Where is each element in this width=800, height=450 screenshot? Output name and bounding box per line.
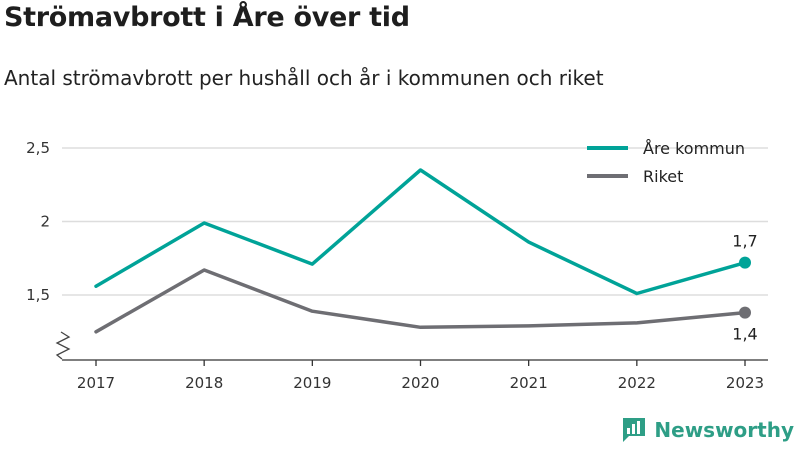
brand-name: Newsworthy	[654, 418, 794, 442]
legend-label: Åre kommun	[643, 139, 745, 158]
x-tick-label: 2018	[185, 374, 223, 392]
data-label: 1,4	[732, 325, 757, 344]
series-lines	[94, 168, 747, 334]
x-axis: 2017 2018 2019 2020 2021 2022 2023	[62, 359, 768, 392]
chart-title: Strömavbrott i Åre över tid	[4, 2, 410, 33]
brand: Newsworthy	[621, 416, 794, 444]
newsworthy-logo-icon	[623, 418, 646, 442]
x-tick-label: 2023	[726, 374, 764, 392]
y-axis-ticks: 1,5 2 2,5	[26, 139, 50, 304]
axis-break-icon	[55, 331, 71, 360]
y-tick-label: 2,5	[26, 139, 50, 157]
data-label: 1,7	[732, 232, 757, 251]
end-point-marker	[739, 256, 751, 269]
x-tick-label: 2020	[401, 374, 439, 392]
x-tick-label: 2019	[293, 374, 331, 392]
legend: Åre kommun Riket	[587, 139, 745, 186]
y-tick-label: 2	[40, 213, 50, 231]
series-line	[94, 168, 747, 296]
x-tick-label: 2022	[618, 374, 656, 392]
y-tick-label: 1,5	[26, 286, 50, 304]
x-tick-label: 2021	[510, 374, 548, 392]
end-point-marker	[739, 306, 751, 319]
series-line	[94, 268, 747, 334]
end-points: 1,7 1,4	[732, 232, 757, 344]
legend-label: Riket	[643, 167, 683, 186]
x-tick-label: 2017	[77, 374, 115, 392]
gridlines	[62, 147, 768, 296]
axis-break	[55, 331, 71, 360]
chart-subtitle: Antal strömavbrott per hushåll och år i …	[4, 66, 604, 90]
